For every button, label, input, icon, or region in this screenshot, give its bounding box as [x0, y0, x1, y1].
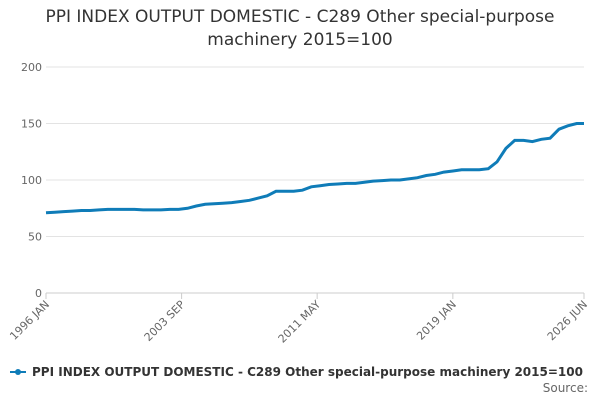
y-tick-label: 200	[21, 61, 42, 74]
source: Source:	[543, 381, 588, 395]
x-tick-label: 1996 JAN	[7, 298, 52, 343]
y-tick-label: 150	[21, 118, 42, 131]
chart-title: PPI INDEX OUTPUT DOMESTIC - C289 Other s…	[45, 7, 555, 50]
x-tick-label: 2011 MAY	[276, 298, 324, 346]
legend-marker	[15, 369, 21, 375]
y-tick-label: 100	[21, 174, 42, 187]
x-tick-label: 2026 JUN	[545, 298, 590, 343]
x-tick-label: 2019 JAN	[414, 298, 459, 343]
x-tick-label: 2003 SEP	[142, 298, 188, 344]
legend-label: PPI INDEX OUTPUT DOMESTIC - C289 Other s…	[32, 365, 583, 379]
y-tick-label: 50	[28, 231, 42, 244]
data-line	[45, 122, 584, 215]
y-tick-label: 0	[35, 287, 42, 300]
